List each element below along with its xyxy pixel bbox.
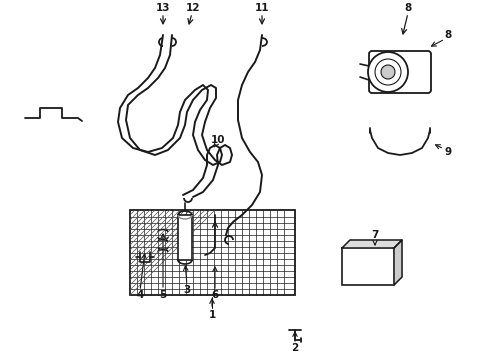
Text: 12: 12 xyxy=(186,3,200,13)
Text: 3: 3 xyxy=(183,285,191,295)
Circle shape xyxy=(381,65,395,79)
Text: 4: 4 xyxy=(136,290,144,300)
Text: 7: 7 xyxy=(371,230,379,240)
Text: 1: 1 xyxy=(208,310,216,320)
Text: 10: 10 xyxy=(211,135,225,145)
Circle shape xyxy=(368,52,408,92)
Circle shape xyxy=(375,59,401,85)
Text: 5: 5 xyxy=(159,290,167,300)
FancyBboxPatch shape xyxy=(369,51,431,93)
Text: 8: 8 xyxy=(404,3,412,13)
Text: 6: 6 xyxy=(211,290,219,300)
Bar xyxy=(130,210,295,295)
Polygon shape xyxy=(394,240,402,285)
Bar xyxy=(178,215,192,260)
Text: 13: 13 xyxy=(156,3,170,13)
Text: 2: 2 xyxy=(292,343,298,353)
Text: 11: 11 xyxy=(255,3,269,13)
Text: 9: 9 xyxy=(444,147,452,157)
Polygon shape xyxy=(342,240,402,248)
Bar xyxy=(342,248,394,285)
Text: 8: 8 xyxy=(444,30,452,40)
